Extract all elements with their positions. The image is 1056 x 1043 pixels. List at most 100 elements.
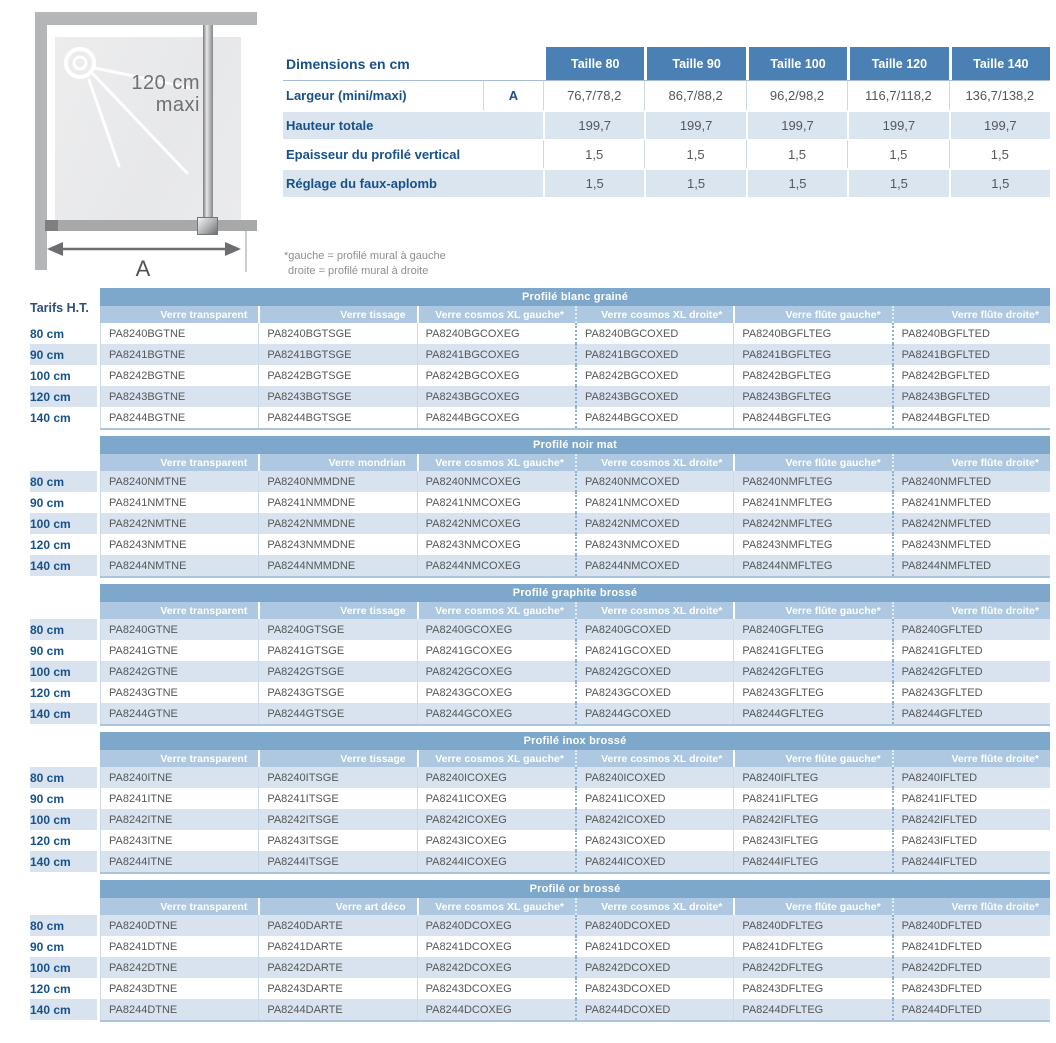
product-code-cell: PA8241BGTNE <box>100 344 259 365</box>
glass-column-header: Verre transparent <box>100 454 259 471</box>
product-code-cell: PA8243ITSGE <box>258 830 416 851</box>
dims-value: 199,7 <box>847 110 949 139</box>
product-code-cell: PA8244NMCOXEG <box>416 555 575 576</box>
glass-column-header: Verre cosmos XL gauche* <box>416 454 575 471</box>
product-code-cell: PA8240ICOXED <box>574 767 734 788</box>
table-corner <box>30 436 100 454</box>
product-code-cell: PA8240GFLTEG <box>733 619 892 640</box>
product-code-cell: PA8241ITSGE <box>258 788 416 809</box>
product-code-cell: PA8244DTNE <box>100 999 259 1020</box>
glass-column-header: Verre art déco <box>258 898 417 915</box>
product-code-cell: PA8241BGCOXED <box>574 344 734 365</box>
product-code-cell: PA8240ITSGE <box>258 767 417 788</box>
product-code-cell: PA8242DTNE <box>100 957 259 978</box>
size-row-label: 140 cm <box>30 703 97 724</box>
product-code-cell: PA8241GFLTED <box>891 640 1050 661</box>
table-corner <box>30 584 100 602</box>
product-code-cell: PA8244DCOXEG <box>416 999 575 1020</box>
dims-value: 1,5 <box>948 168 1050 197</box>
product-code-cell: PA8241DARTE <box>258 936 416 957</box>
size-row-label: 120 cm <box>30 537 71 552</box>
product-code-cell: PA8244GCOXEG <box>416 703 575 724</box>
product-code-cell: PA8240GFLTED <box>891 619 1050 640</box>
product-code-cell: PA8242IFLTED <box>891 809 1050 830</box>
table-corner <box>30 602 100 619</box>
glass-column-header: Verre flûte gauche* <box>733 898 892 915</box>
table-corner <box>30 288 100 306</box>
product-code-cell: PA8242ITSGE <box>258 809 417 830</box>
product-code-cell: PA8244NMCOXED <box>574 555 734 576</box>
product-code-cell: PA8241NMCOXED <box>574 492 733 513</box>
table-title: Profilé or brossé <box>100 880 1050 898</box>
dims-value: 199,7 <box>948 110 1050 139</box>
glass-column-header: Verre flûte gauche* <box>733 750 892 767</box>
table-corner <box>30 454 100 471</box>
vertical-profile <box>203 25 213 228</box>
dims-value: 136,7/138,2 <box>948 80 1050 110</box>
product-code-cell: PA8240GTNE <box>100 619 259 640</box>
product-code-cell: PA8243NMCOXEG <box>416 534 575 555</box>
product-code-cell: PA8242NMCOXED <box>574 513 734 534</box>
product-code-cell: PA8240BGCOXED <box>574 323 733 344</box>
glass-column-header: Verre cosmos XL gauche* <box>416 306 575 323</box>
dims-row-label: Epaisseur du profilé vertical <box>283 139 543 168</box>
glass-column-header: Verre mondrian <box>258 454 417 471</box>
product-code-cell: PA8244DFLTED <box>891 999 1050 1020</box>
product-code-cell: PA8241NMFLTEG <box>733 492 891 513</box>
dimensions-table: Dimensions en cm Taille 80 Taille 90 Tai… <box>283 47 1050 197</box>
size-row-label: 140 cm <box>30 851 97 872</box>
product-code-cell: PA8240NMFLTEG <box>733 471 892 492</box>
table-bottom-border <box>100 1020 1050 1022</box>
product-code-cell: PA8242ICOXEG <box>416 809 575 830</box>
product-code-cell: PA8243GFLTEG <box>733 682 891 703</box>
product-code-cell: PA8240NMTNE <box>100 471 259 492</box>
product-code-cell: PA8240ICOXEG <box>416 767 575 788</box>
table-corner <box>30 306 100 323</box>
product-code-cell: PA8242IFLTEG <box>733 809 892 830</box>
product-code-cell: PA8242NMMDNE <box>258 513 417 534</box>
product-code-cell: PA8243DCOXED <box>574 978 733 999</box>
product-code-cell: PA8240GCOXEG <box>416 619 575 640</box>
product-code-cell: PA8241IFLTEG <box>733 788 891 809</box>
product-code-cell: PA8241GCOXEG <box>416 640 575 661</box>
product-code-cell: PA8240ITNE <box>100 767 259 788</box>
product-code-cell: PA8240BGTSGE <box>258 323 416 344</box>
product-code-cell: PA8243GCOXEG <box>416 682 575 703</box>
dims-value: 199,7 <box>745 110 848 139</box>
glass-column-header: Verre flûte droite* <box>891 454 1050 471</box>
glass-column-header: Verre cosmos XL droite* <box>574 750 734 767</box>
table-title: Profilé blanc grainé <box>100 288 1050 306</box>
product-code-cell: PA8241BGFLTED <box>891 344 1050 365</box>
product-code-cell: PA8242BGTSGE <box>258 365 416 386</box>
product-code-cell: PA8243GTNE <box>100 682 258 703</box>
product-code-cell: PA8241NMMDNE <box>258 492 416 513</box>
price-table: Profilé blanc grainé Verre transparent Ver… <box>30 288 1050 430</box>
glass-column-header: Verre transparent <box>100 898 259 915</box>
product-code-cell: PA8241BGTSGE <box>258 344 417 365</box>
table-bottom-border <box>100 724 1050 726</box>
product-code-cell: PA8242ITNE <box>100 809 259 830</box>
size-row-label: 80 cm <box>30 767 97 788</box>
gauche-droite-footnote: *gauche = profilé mural à gauche droite … <box>284 249 446 279</box>
size-row-label: 90 cm <box>30 939 65 954</box>
product-code-cell: PA8241IFLTED <box>891 788 1050 809</box>
product-code-cell: PA8240IFLTED <box>891 767 1050 788</box>
dims-value: 199,7 <box>543 110 645 139</box>
product-code-cell: PA8240BGCOXEG <box>416 323 575 344</box>
product-code-cell: PA8243DCOXEG <box>416 978 575 999</box>
product-code-cell: PA8241DFLTEG <box>733 936 891 957</box>
product-code-cell: PA8243IFLTED <box>891 830 1050 851</box>
footnote-line1: *gauche = profilé mural à gauche <box>284 250 446 262</box>
product-code-cell: PA8244BGFLTEG <box>733 407 891 428</box>
product-code-cell: PA8242DFLTEG <box>733 957 892 978</box>
product-code-cell: PA8244NMFLTEG <box>733 555 892 576</box>
table-corner <box>30 750 100 767</box>
dims-value: 76,7/78,2 <box>543 80 645 110</box>
size-row-label: 100 cm <box>30 513 97 534</box>
product-code-cell: PA8244DCOXED <box>574 999 734 1020</box>
table-corner <box>30 732 100 750</box>
product-code-cell: PA8244IFLTEG <box>733 851 892 872</box>
wall-top <box>35 12 257 25</box>
size-row-label: 90 cm <box>30 344 97 365</box>
product-code-cell: PA8241DTNE <box>100 936 258 957</box>
